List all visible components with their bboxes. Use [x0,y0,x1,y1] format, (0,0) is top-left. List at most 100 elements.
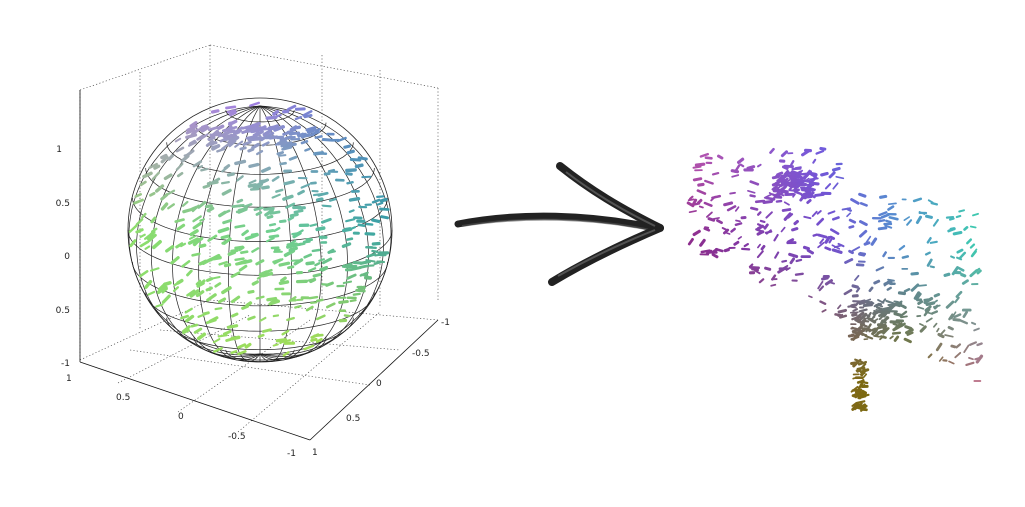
arrow-shaft-texture [461,218,651,231]
arrow-head-texture [557,171,656,277]
embedding-vector-mark [786,174,796,179]
embedding-vector-mark [867,300,875,305]
embedding-vector-mark [697,198,703,205]
embedding-vector-mark [906,219,913,226]
embedding-vector-mark [687,198,695,202]
embedding-vector-mark [806,198,812,205]
embedding-vector-mark [854,274,860,282]
z-tick-label: 0.5 [56,199,70,209]
sphere-vector-mark [255,259,265,266]
sphere-vector-mark [252,129,264,138]
sphere-vector-mark [207,126,219,132]
embedding-vector-mark [756,224,765,230]
embedding-vector-mark [819,300,827,305]
embedding-vector-mark [802,172,809,175]
sphere-vector-mark [357,223,366,228]
sphere-vector-mark [247,147,255,153]
sphere-vector-mark [222,237,232,245]
sphere-vector-mark [278,219,287,224]
sphere-vector-mark [261,273,269,278]
embedding-vector-mark [731,174,740,178]
embedding-vector-mark [758,278,765,284]
sphere-vector-mark [287,265,295,270]
sphere-vector-mark [341,227,353,233]
sphere-vector-mark [269,222,277,227]
embedding-vector-mark [952,318,961,322]
sphere-vector-mark [285,142,297,148]
sphere-vector-mark [357,156,368,161]
sphere-vector-mark [161,287,168,294]
embedding-vector-mark [900,322,906,328]
sphere-vector-mark [365,259,376,263]
y-tick-label: 1 [312,448,318,458]
embedding-vector-mark [872,310,881,315]
sphere-vector-mark [167,189,176,195]
embedding-vector-mark [860,369,866,377]
embedding-vector-mark [812,233,819,237]
embedding-vector-mark [972,212,979,217]
embedding-vector-mark [793,219,799,226]
embedding-vector-mark [736,157,745,164]
sphere-vector-mark [163,173,173,181]
embedding-vector-mark [828,171,836,179]
sphere-vector-mark [228,135,238,144]
sphere-vector-mark [211,144,220,149]
embedding-vector-mark [878,314,885,321]
sphere-vector-mark [146,230,156,240]
sphere-vector-mark [309,223,318,227]
embedding-vector-mark [765,229,772,235]
embedding-vector-mark [887,205,895,211]
sphere-vector-mark [349,299,357,303]
sphere-vector-mark [174,137,182,143]
embedding-vector-mark [837,308,847,314]
embedding-vector-mark [956,248,964,254]
embedding-vector-mark [923,296,934,305]
embedding-vector-mark [947,325,954,331]
embedding-vector-mark [789,257,796,265]
embedding-vector-mark [874,325,880,334]
y-tick-label: 0.5 [346,414,360,424]
embedding-vector-mark [858,308,868,313]
embedding-vector-mark [888,216,899,221]
sphere-vector-mark [155,303,164,308]
sphere-vector-mark [268,234,280,239]
embedding-vector-mark [877,324,888,330]
embedding-vector-mark [950,311,957,320]
sphere-vector-mark [275,188,284,193]
embedding-vector-mark [919,323,924,327]
embedding-vector-mark [913,291,920,300]
embedding-vector-mark [882,316,889,324]
sphere-vector-mark [376,201,384,206]
embedding-vector-mark [781,184,788,191]
embedding-vector-mark [943,272,951,277]
embedding-vector-mark [866,311,872,319]
embedding-vector-mark [796,177,804,183]
embedding-vector-mark [777,171,784,176]
embedding-vector-mark [897,291,907,296]
sphere-vector-mark [293,209,304,214]
embedding-vector-mark [824,246,832,251]
embedding-vector-mark [923,308,931,317]
embedding-vector-mark [851,326,862,332]
sphere-vector-mark [186,289,196,297]
z-tick-label: 1 [56,145,62,155]
embedding-vector-mark [746,165,756,170]
embedding-vector-mark [861,317,867,324]
sphere-outline [127,97,393,363]
sphere-vector-mark [260,166,271,173]
sphere-vector-mark [209,141,218,146]
sphere-vector-mark [294,304,302,309]
embedding-vector-mark [945,215,955,219]
sphere-vector-mark [343,314,351,318]
sphere-vector-mark [343,144,351,149]
sphere-vector-mark [234,245,244,250]
embedding-vector-mark [965,361,975,366]
sphere-vector-mark [235,209,244,214]
sphere-vector-mark [272,109,280,116]
sphere-vector-mark [139,240,150,248]
sphere-vector-mark [283,249,296,257]
embedding-vector-mark [760,244,766,251]
sphere-vector-mark [244,129,255,133]
embedding-vector-mark [692,165,702,169]
sphere-vector-mark [220,180,230,185]
